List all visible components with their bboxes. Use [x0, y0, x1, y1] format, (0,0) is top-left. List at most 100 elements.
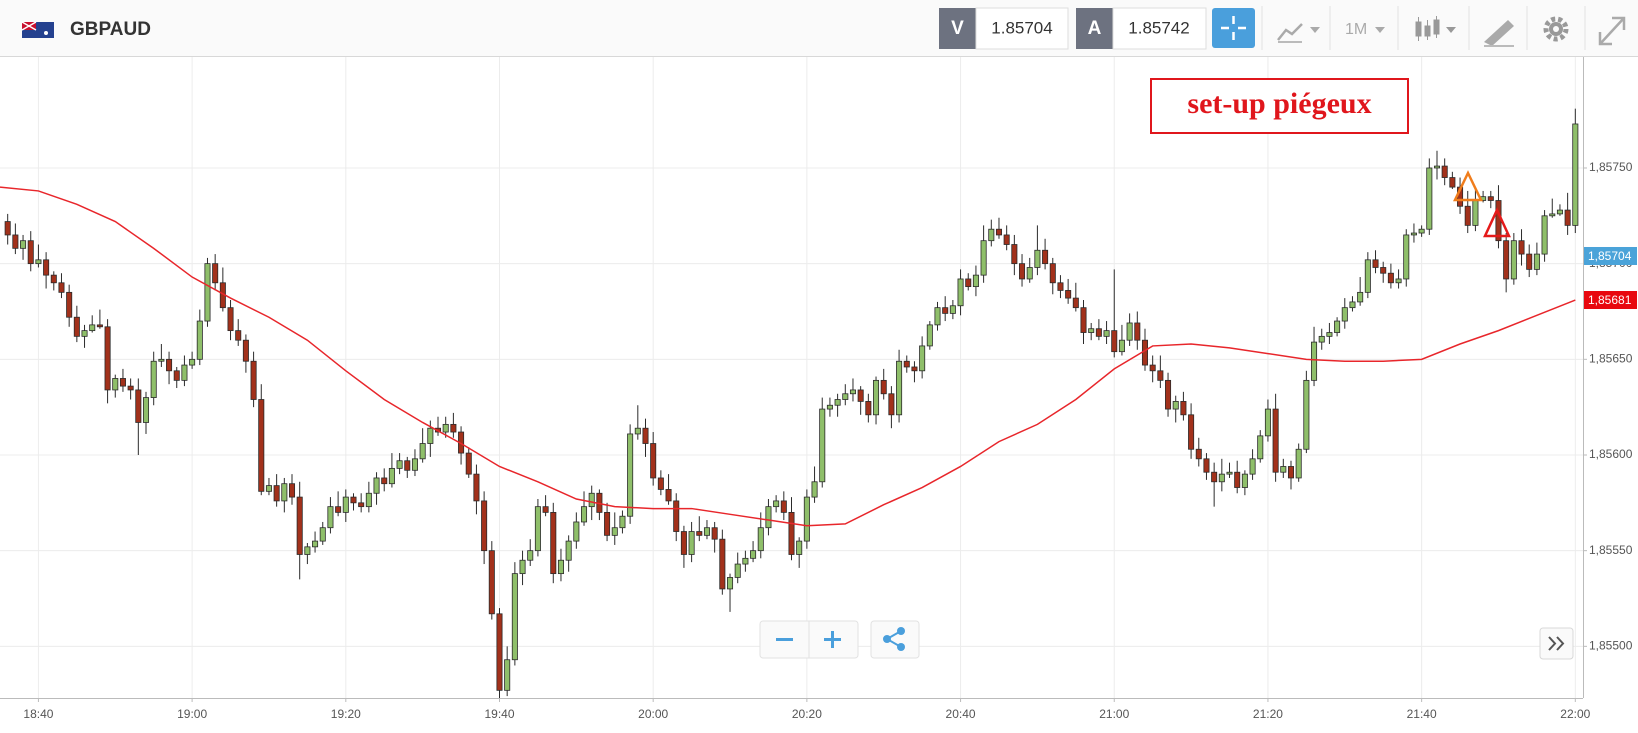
candle-body — [680, 531, 687, 555]
candle-body — [611, 527, 618, 536]
candle-body — [1249, 458, 1256, 475]
ask-badge — [1076, 8, 1113, 49]
candle-body — [465, 452, 472, 475]
candle-body — [1211, 471, 1218, 483]
candle-body — [688, 531, 695, 555]
candle-body — [335, 506, 342, 513]
y-tick-label: 1,85550 — [1589, 543, 1633, 557]
candle-body — [888, 393, 895, 416]
candle-body — [627, 433, 634, 517]
candle-body — [742, 557, 749, 565]
settings-button[interactable] — [1543, 16, 1569, 42]
candle-body — [1564, 209, 1571, 226]
candle-body — [327, 506, 334, 529]
candle-body — [880, 379, 887, 395]
candle-body — [1503, 240, 1510, 280]
candle-body — [1410, 232, 1417, 236]
candle-body — [365, 492, 372, 508]
candle-body — [1165, 379, 1172, 410]
candle-body — [796, 540, 803, 555]
candle-body — [1326, 332, 1333, 337]
candle-body — [1141, 339, 1148, 366]
candle-body — [388, 467, 395, 485]
plot-area — [0, 108, 1579, 698]
candle-body — [1280, 466, 1287, 473]
candle-style-button[interactable] — [1415, 16, 1456, 41]
candle-body — [1287, 466, 1295, 479]
candle-body — [896, 360, 903, 416]
candle-body — [727, 577, 734, 590]
signal-triangle — [1453, 170, 1483, 202]
candle-body — [1126, 322, 1133, 341]
price-tag-label: 1,85704 — [1588, 249, 1632, 263]
x-tick-label: 22:00 — [1560, 707, 1590, 721]
x-tick-label: 21:20 — [1253, 707, 1283, 721]
candle-body — [1441, 165, 1448, 178]
candle-body — [496, 613, 503, 691]
candle-body — [43, 259, 50, 276]
candle-body — [1195, 448, 1202, 460]
candle-body — [1295, 448, 1302, 479]
candle-body — [834, 399, 841, 406]
bid-label: V — [951, 18, 964, 39]
scroll-right-button[interactable] — [1539, 627, 1574, 660]
candle-body — [588, 492, 595, 508]
candle-body — [557, 559, 564, 575]
bid-box — [975, 7, 1069, 50]
moving-average-line — [0, 186, 1576, 527]
candle-body — [673, 500, 680, 532]
candle-body — [550, 511, 557, 575]
candle-body — [811, 481, 818, 498]
candle-body — [719, 538, 726, 590]
x-tick-label: 21:00 — [1099, 707, 1129, 721]
candle-body — [1257, 435, 1264, 460]
candle-body — [1387, 272, 1394, 284]
candle-body — [1218, 473, 1225, 483]
candle-body — [995, 228, 1002, 236]
candle-body — [450, 423, 457, 433]
candle-body — [865, 401, 872, 416]
candle-body — [873, 379, 880, 416]
candle-body — [1526, 253, 1533, 270]
candle-body — [135, 389, 142, 423]
candle-body — [442, 423, 449, 433]
candle-body — [1510, 240, 1517, 280]
candle-body — [319, 527, 326, 542]
signal-triangle — [1483, 207, 1511, 238]
candle-body — [926, 324, 933, 347]
draw-tool-button[interactable] — [1484, 20, 1514, 47]
crosshair-button[interactable] — [1212, 8, 1255, 48]
candle-body — [1364, 259, 1371, 293]
candle-body — [542, 506, 549, 513]
candle-body — [20, 240, 27, 249]
share-button[interactable] — [870, 620, 920, 659]
candle-body — [411, 458, 418, 471]
candle-body — [1556, 209, 1563, 215]
candle-body — [258, 399, 265, 492]
candle-body — [949, 305, 956, 314]
candle-body — [81, 330, 88, 337]
x-tick-label: 20:40 — [946, 707, 976, 721]
candle-body — [227, 307, 234, 332]
candle-body — [634, 427, 641, 435]
candle-body — [1111, 330, 1118, 353]
candle-body — [1380, 267, 1387, 274]
toolbar — [0, 0, 1638, 56]
candle-body — [1487, 196, 1494, 201]
candle-body — [66, 291, 73, 318]
candle-body — [1303, 379, 1310, 450]
candle-body — [250, 360, 257, 400]
candle-body — [342, 496, 349, 513]
candle-body — [1264, 408, 1271, 437]
chart-type-button[interactable] — [1277, 23, 1320, 43]
price-tag — [1584, 291, 1637, 310]
timeframe-button[interactable]: 1M — [1345, 21, 1385, 38]
candle-body — [511, 573, 518, 661]
zoom-in-button[interactable] — [824, 631, 841, 648]
timeframe[interactable]: 1M — [1345, 21, 1367, 38]
candle-body — [1334, 320, 1341, 333]
candle-body — [1026, 267, 1033, 280]
candle-body — [1403, 234, 1410, 280]
fullscreen-button[interactable] — [1598, 16, 1626, 46]
